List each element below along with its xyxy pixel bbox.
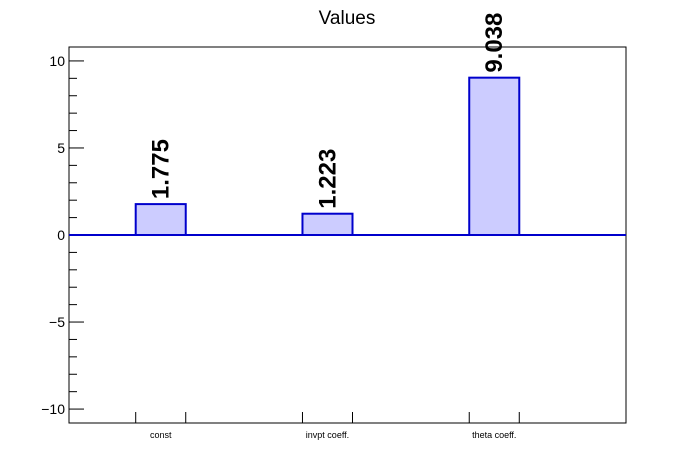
data-label: 1.223	[314, 149, 341, 209]
y-tick-label: 10	[49, 53, 65, 69]
y-axis: −10 −5 0 5 10	[41, 53, 84, 417]
bar	[468, 76, 521, 237]
category-label: const	[150, 430, 172, 440]
data-label: 9.038	[481, 13, 508, 73]
chart-title: Values	[319, 8, 376, 29]
category-labels: const invpt coeff. theta coeff.	[150, 430, 516, 440]
bar	[301, 212, 354, 236]
bars	[134, 76, 521, 237]
category-label: theta coeff.	[472, 430, 516, 440]
data-label: 1.775	[148, 139, 175, 199]
bar	[134, 203, 187, 236]
data-labels: 1.775 1.223 9.038	[148, 13, 509, 209]
y-tick-label: −10	[41, 401, 65, 417]
y-tick-label: 0	[57, 227, 65, 243]
y-tick-label: 5	[57, 140, 65, 156]
x-axis	[135, 412, 520, 423]
y-tick-label: −5	[49, 314, 65, 330]
category-label: invpt coeff.	[306, 430, 349, 440]
